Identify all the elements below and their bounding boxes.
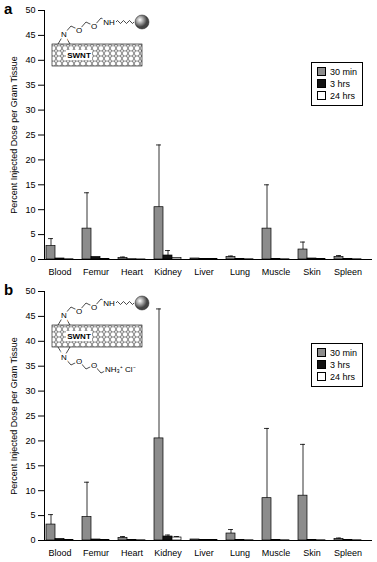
svg-text:SWNT: SWNT [67, 332, 91, 341]
svg-text:0: 0 [30, 254, 35, 264]
svg-text:Kidney: Kidney [154, 267, 182, 277]
svg-text:Liver: Liver [194, 548, 214, 558]
svg-text:N: N [61, 353, 67, 362]
svg-text:O: O [91, 361, 97, 370]
svg-text:Percent Injected Dose per Gram: Percent Injected Dose per Gram Tissue [9, 337, 19, 495]
svg-text:N: N [61, 311, 67, 320]
svg-text:35: 35 [25, 361, 35, 371]
svg-text:Femur: Femur [83, 267, 109, 277]
svg-text:50: 50 [25, 286, 35, 296]
svg-text:Muscle: Muscle [262, 267, 291, 277]
svg-text:Muscle: Muscle [262, 548, 291, 558]
html-text:24 hrs: 24 hrs [330, 372, 355, 382]
svg-text:15: 15 [25, 461, 35, 471]
svg-text:Heart: Heart [121, 548, 144, 558]
svg-text:Kidney: Kidney [154, 548, 182, 558]
svg-text:30: 30 [25, 386, 35, 396]
svg-text:O: O [76, 26, 82, 35]
svg-text:50: 50 [25, 5, 35, 15]
html-text:30 min: 30 min [330, 348, 357, 358]
svg-text:Skin: Skin [303, 548, 321, 558]
svg-text:Heart: Heart [121, 267, 144, 277]
svg-text:45: 45 [25, 311, 35, 321]
svg-text:NH₃⁺ Cl⁻: NH₃⁺ Cl⁻ [105, 365, 136, 374]
svg-text:25: 25 [25, 411, 35, 421]
svg-text:40: 40 [25, 55, 35, 65]
svg-text:45: 45 [25, 30, 35, 40]
svg-text:Skin: Skin [303, 267, 321, 277]
svg-text:NH: NH [103, 299, 115, 308]
svg-text:Lung: Lung [230, 548, 250, 558]
html-text:30 min: 30 min [330, 67, 357, 77]
svg-text:Spleen: Spleen [334, 548, 362, 558]
svg-text:15: 15 [25, 180, 35, 190]
html-text:3 hrs: 3 hrs [330, 79, 350, 89]
svg-text:SWNT: SWNT [67, 51, 91, 60]
svg-text:N: N [61, 30, 67, 39]
svg-text:O: O [76, 357, 82, 366]
svg-text:35: 35 [25, 80, 35, 90]
svg-text:Blood: Blood [48, 267, 71, 277]
svg-text:O: O [76, 307, 82, 316]
svg-text:O: O [91, 303, 97, 312]
svg-text:Liver: Liver [194, 267, 214, 277]
svg-text:0: 0 [30, 535, 35, 545]
svg-text:40: 40 [25, 336, 35, 346]
svg-text:30: 30 [25, 105, 35, 115]
svg-text:10: 10 [25, 486, 35, 496]
html-text:b: b [4, 281, 14, 298]
svg-text:Femur: Femur [83, 548, 109, 558]
svg-text:Blood: Blood [48, 548, 71, 558]
html-text:a: a [4, 0, 13, 17]
svg-text:5: 5 [30, 510, 35, 520]
html-text:24 hrs: 24 hrs [330, 91, 355, 101]
svg-text:NH: NH [103, 18, 115, 27]
svg-text:O: O [91, 22, 97, 31]
svg-text:20: 20 [25, 155, 35, 165]
svg-text:20: 20 [25, 436, 35, 446]
svg-text:Spleen: Spleen [334, 267, 362, 277]
svg-text:Percent Injected Dose per Gram: Percent Injected Dose per Gram Tissue [9, 56, 19, 214]
svg-text:25: 25 [25, 130, 35, 140]
html-text:3 hrs: 3 hrs [330, 360, 350, 370]
svg-text:5: 5 [30, 229, 35, 239]
svg-text:10: 10 [25, 205, 35, 215]
svg-text:Lung: Lung [230, 267, 250, 277]
